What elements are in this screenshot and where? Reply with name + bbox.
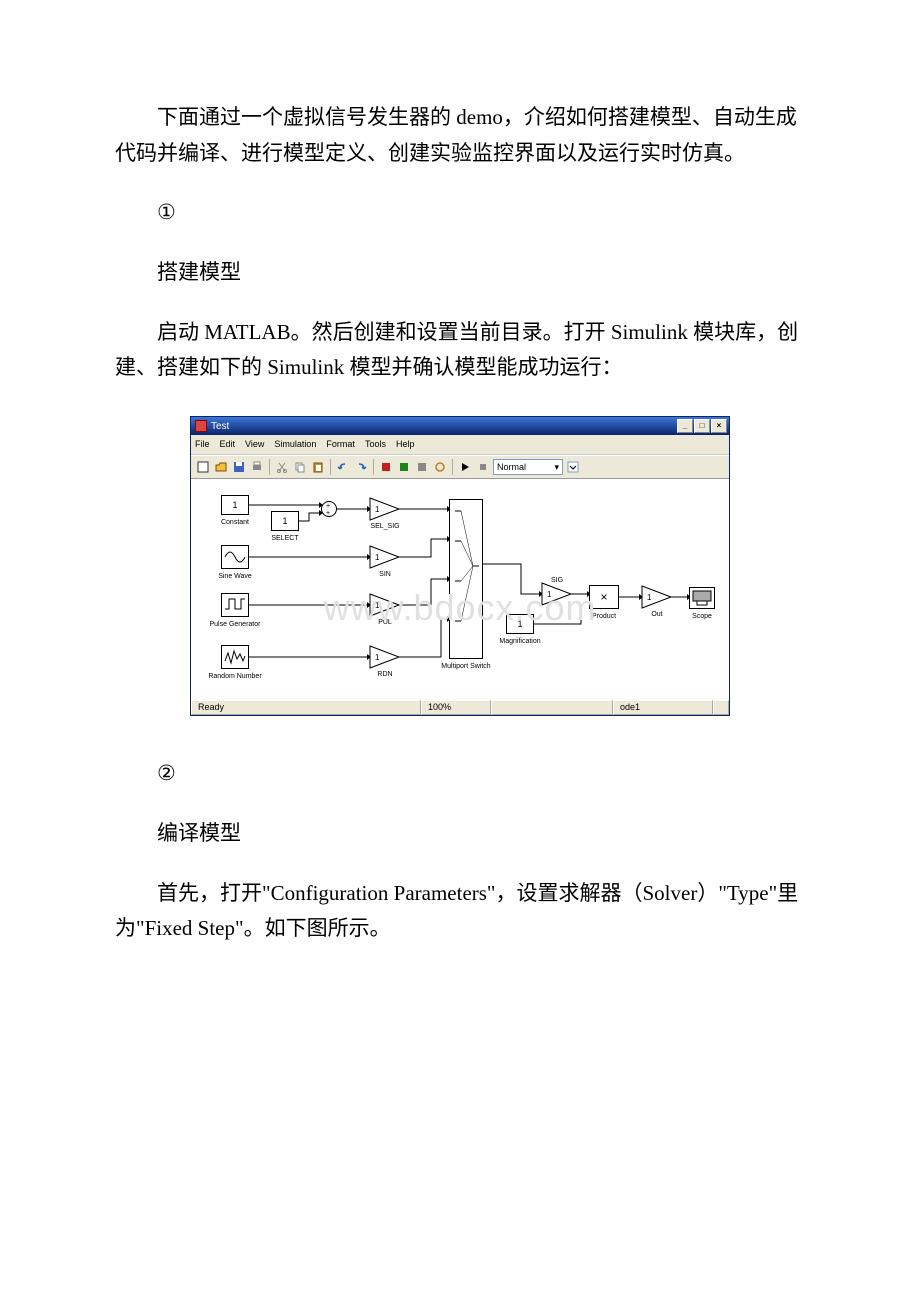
statusbar: Ready 100% ode1 — [191, 699, 729, 715]
print-icon[interactable] — [249, 459, 265, 475]
menu-simulation[interactable]: Simulation — [274, 437, 316, 452]
toolbar: Normal ▾ — [191, 455, 729, 479]
svg-text:1: 1 — [547, 590, 552, 599]
svg-text:+: + — [326, 510, 330, 517]
block-rdn-gain[interactable]: 1 — [369, 645, 401, 669]
menu-help[interactable]: Help — [396, 437, 415, 452]
status-solver: ode1 — [613, 700, 713, 715]
undo-icon[interactable] — [335, 459, 351, 475]
status-ready: Ready — [191, 700, 421, 715]
label-constant: Constant — [205, 517, 265, 529]
step1-number: ① — [115, 195, 805, 231]
simulink-window: Test _ □ × File Edit View Simulation For… — [190, 416, 730, 716]
copy-icon[interactable] — [292, 459, 308, 475]
block-select[interactable]: 1 — [271, 511, 299, 531]
block-out-gain[interactable]: 1 — [641, 585, 673, 609]
dropdown-extra[interactable] — [565, 459, 581, 475]
block-pul-gain[interactable]: 1 — [369, 593, 401, 617]
window-title: Test — [211, 418, 229, 435]
block-sel-sig-gain[interactable]: 1 — [369, 497, 401, 521]
label-scope: Scope — [672, 611, 729, 623]
lib2-icon[interactable] — [396, 459, 412, 475]
stop-icon[interactable] — [475, 459, 491, 475]
simulink-screenshot: Test _ □ × File Edit View Simulation For… — [115, 416, 805, 716]
block-sine[interactable] — [221, 545, 249, 569]
open-icon[interactable] — [213, 459, 229, 475]
maximize-button[interactable]: □ — [694, 419, 710, 433]
svg-text:1: 1 — [647, 593, 652, 602]
block-switch[interactable] — [449, 499, 483, 659]
mode-dropdown[interactable]: Normal ▾ — [493, 459, 563, 475]
label-pul: PUL — [355, 617, 415, 629]
lib1-icon[interactable] — [378, 459, 394, 475]
menu-edit[interactable]: Edit — [220, 437, 236, 452]
label-random: Random Number — [205, 671, 265, 683]
status-zoom: 100% — [421, 700, 491, 715]
step2-body: 首先，打开"Configuration Parameters"，设置求解器（So… — [115, 876, 805, 947]
step1-body: 启动 MATLAB。然后创建和设置当前目录。打开 Simulink 模块库，创建… — [115, 315, 805, 386]
titlebar: Test _ □ × — [191, 417, 729, 435]
menu-tools[interactable]: Tools — [365, 437, 386, 452]
svg-text:1: 1 — [375, 601, 380, 610]
svg-text:1: 1 — [375, 505, 380, 514]
save-icon[interactable] — [231, 459, 247, 475]
label-magnification: Magnification — [490, 636, 550, 648]
minimize-button[interactable]: _ — [677, 419, 693, 433]
cut-icon[interactable] — [274, 459, 290, 475]
step1-title: 搭建模型 — [115, 255, 805, 291]
menu-file[interactable]: File — [195, 437, 210, 452]
lib4-icon[interactable] — [432, 459, 448, 475]
block-sin-gain[interactable]: 1 — [369, 545, 401, 569]
block-scope[interactable] — [689, 587, 715, 609]
new-icon[interactable] — [195, 459, 211, 475]
svg-text:+: + — [326, 503, 330, 510]
mode-value: Normal — [497, 460, 526, 475]
status-grip — [713, 700, 729, 715]
block-random[interactable] — [221, 645, 249, 669]
label-sel-sig: SEL_SIG — [355, 521, 415, 533]
label-rdn: RDN — [355, 669, 415, 681]
simulink-canvas[interactable]: 1 Constant 1 SELECT ++ 1 SEL_SIG Sine Wa… — [191, 479, 729, 699]
svg-text:1: 1 — [375, 553, 380, 562]
block-magnification[interactable]: 1 — [506, 614, 534, 634]
redo-icon[interactable] — [353, 459, 369, 475]
play-icon[interactable] — [457, 459, 473, 475]
step2-title: 编译模型 — [115, 816, 805, 852]
label-switch: Multiport Switch — [436, 661, 496, 673]
label-sin: SIN — [355, 569, 415, 581]
block-product[interactable]: × — [589, 585, 619, 609]
intro-paragraph: 下面通过一个虚拟信号发生器的 demo，介绍如何搭建模型、自动生成代码并编译、进… — [115, 100, 805, 171]
label-pulse: Pulse Generator — [205, 619, 265, 631]
chevron-down-icon: ▾ — [554, 460, 559, 475]
step2-number: ② — [115, 756, 805, 792]
label-select: SELECT — [255, 533, 315, 545]
menu-view[interactable]: View — [245, 437, 264, 452]
block-sum[interactable]: ++ — [321, 501, 337, 517]
label-product: Product — [574, 611, 634, 623]
paste-icon[interactable] — [310, 459, 326, 475]
svg-text:1: 1 — [375, 653, 380, 662]
block-pulse[interactable] — [221, 593, 249, 617]
menubar: File Edit View Simulation Format Tools H… — [191, 435, 729, 455]
label-sig: SIG — [527, 575, 587, 587]
status-blank — [491, 700, 613, 715]
window-icon — [195, 420, 207, 432]
label-sine: Sine Wave — [205, 571, 265, 583]
lib3-icon[interactable] — [414, 459, 430, 475]
menu-format[interactable]: Format — [326, 437, 355, 452]
close-button[interactable]: × — [711, 419, 727, 433]
block-constant[interactable]: 1 — [221, 495, 249, 515]
window-controls: _ □ × — [677, 419, 727, 433]
